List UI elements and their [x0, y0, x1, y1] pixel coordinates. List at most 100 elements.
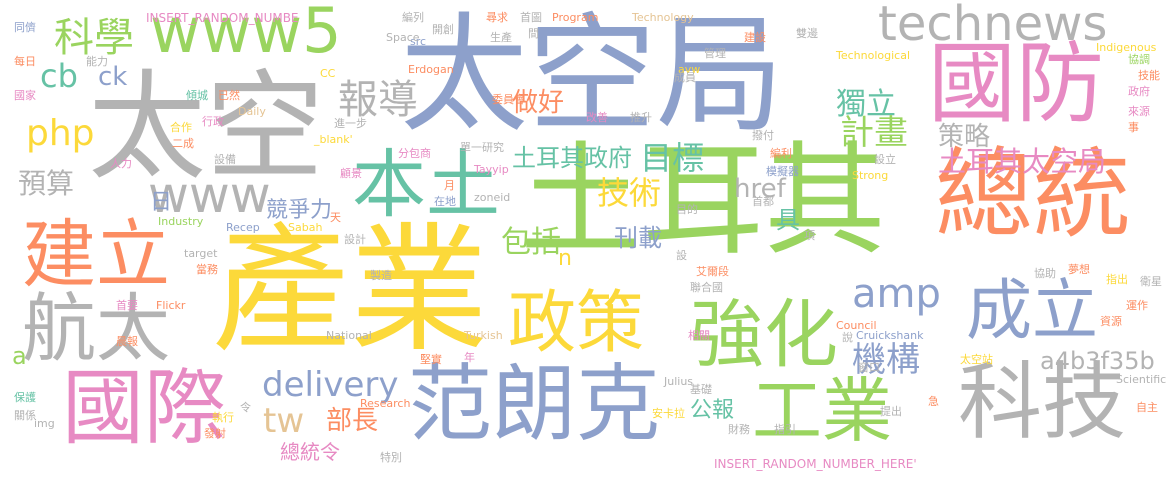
word-ercheng: 二成 [172, 137, 194, 150]
word-yanjiu: 研究 [482, 141, 504, 154]
word-zongtongling: 總統令 [280, 440, 340, 464]
word-erdogan: Erdogan [408, 63, 454, 76]
word-zoneid: zoneid [474, 191, 511, 204]
word-flickr: Flickr [156, 299, 186, 312]
word-ziyuan: 資源 [1100, 315, 1122, 328]
word-guanli: 管理 [704, 47, 726, 60]
word-gujing: 顧景 [340, 167, 362, 180]
word-yusuan: 預算 [18, 167, 75, 200]
word-tw: tw [263, 401, 305, 441]
word-shoudu: 首都 [752, 195, 774, 208]
word-jian: 間 [528, 27, 539, 40]
word-zhiyin: 指引 [774, 423, 796, 436]
word-bianlie: 編列 [402, 11, 424, 24]
word-technews: technews [878, 0, 1108, 52]
word-a: a [12, 342, 27, 370]
word-recep: Recep [226, 221, 260, 234]
word-ju: 具 [776, 206, 800, 234]
word-kexue: 科學 [54, 15, 134, 61]
word-ck: ck [98, 62, 128, 92]
word-meiri: 每日 [14, 55, 36, 68]
word-weiyuanhui: 委員會 [492, 93, 525, 106]
word-jianshi: 堅實 [420, 353, 442, 366]
word-lianheguo: 聯合國 [690, 281, 723, 294]
word-shebei: 設備 [214, 153, 236, 166]
word-chenbao: 晨報 [116, 335, 138, 348]
word-baodao: 報導 [338, 77, 418, 123]
word-julius: Julius [664, 375, 694, 388]
word-chengli: 成立 [966, 272, 1098, 349]
word-fanlangke: 范朗克 [408, 355, 661, 453]
word-renli: 人力 [110, 157, 132, 170]
word-zhixing: 執行 [212, 411, 234, 424]
word-amp: amp [852, 271, 941, 317]
word-aierduan: 艾爾段 [696, 265, 729, 278]
word-gongbao: 公報 [690, 398, 735, 423]
word-avw: avw [678, 63, 701, 76]
word-ji: 急 [928, 395, 939, 408]
word-turkish: Turkish [464, 329, 503, 342]
word-caiwu: 財務 [728, 423, 750, 436]
word-zuohao: 做好 [512, 88, 565, 118]
word-zhizao: 製造 [370, 269, 392, 282]
word-shuo: 說 [842, 331, 853, 344]
word-daily: Daily [238, 105, 266, 118]
word-gongye: 工業 [752, 370, 892, 452]
word-www5: www5 [150, 0, 342, 67]
word-bentu: 本土 [352, 142, 500, 228]
word-cruickshank: Cruickshank [856, 329, 924, 342]
word-insert-random-number-here: INSERT_RANDOM_NUMBER_HERE' [714, 457, 917, 471]
word-qianghua: 強化 [690, 292, 838, 378]
word-program: Program [552, 11, 599, 24]
word-jineng: 技能 [1138, 69, 1160, 82]
word-mudi: 目的 [676, 203, 698, 216]
word-yiran: 已然 [218, 89, 240, 102]
word-bianli: 編利 [770, 147, 792, 160]
word-indigenous: Indigenous [1096, 41, 1157, 54]
word-chanye: 產業 [212, 210, 489, 371]
word-shuangbian: 雙邊 [796, 27, 818, 40]
word-technology: Technology [632, 11, 694, 24]
word-tuerqi-zhengfu: 土耳其政府 [512, 144, 632, 172]
word-baokuo: 包括 [501, 225, 561, 260]
word-xiangguan: 相關 [688, 329, 710, 342]
word-jingzhengli: 競爭力 [266, 198, 333, 223]
word-research: Research [360, 397, 411, 410]
word-keji: 科技 [958, 353, 1127, 451]
word-she: 設 [676, 249, 687, 262]
word-taikongju: 太空局 [400, 1, 785, 150]
word-zhichu: 指出 [1106, 273, 1128, 286]
word-national: National [326, 329, 372, 342]
word-taikong: 太空 [88, 58, 325, 196]
word-space: Space [386, 31, 420, 44]
word-mengxiang: 夢想 [1068, 263, 1090, 276]
word-industry: Industry [158, 215, 204, 228]
word-zhengce: 政策 [508, 284, 645, 363]
word-guanxi: 關係 [14, 409, 36, 422]
word-council: Council [836, 319, 877, 332]
word-cb: cb [40, 57, 78, 95]
word-php: php [26, 113, 95, 154]
word-tian: 天 [330, 211, 341, 224]
word-shouyao: 首要 [116, 299, 138, 312]
word-chengyuan: 成員 [674, 71, 696, 84]
word-jianli: 建立 [22, 212, 170, 298]
word-www: www [148, 166, 271, 224]
word-dangwu: 當務 [196, 263, 218, 276]
word-taikongzhan: 太空站 [960, 353, 993, 366]
word-zongtong: 總統 [935, 138, 1132, 252]
word-duli: 獨立 [836, 87, 896, 122]
word-scientific: Scientific [1116, 373, 1167, 386]
word-insert-random-numbe: INSERT_RANDOM_NUMBE [146, 11, 299, 25]
word-guofang: 國防 [928, 32, 1105, 135]
word-shoutu: 首圖 [520, 11, 542, 24]
word-jichu: 基礎 [690, 383, 712, 396]
word-yunzuo: 運作 [1126, 299, 1148, 312]
word-kanzai: 刊載 [614, 224, 662, 252]
word-kaichuang: 開創 [432, 23, 454, 36]
word-bofu: 撥付 [752, 129, 774, 142]
word-img: img [34, 417, 55, 430]
word-href: href [734, 174, 786, 204]
word-jigou: 機構 [852, 340, 920, 380]
